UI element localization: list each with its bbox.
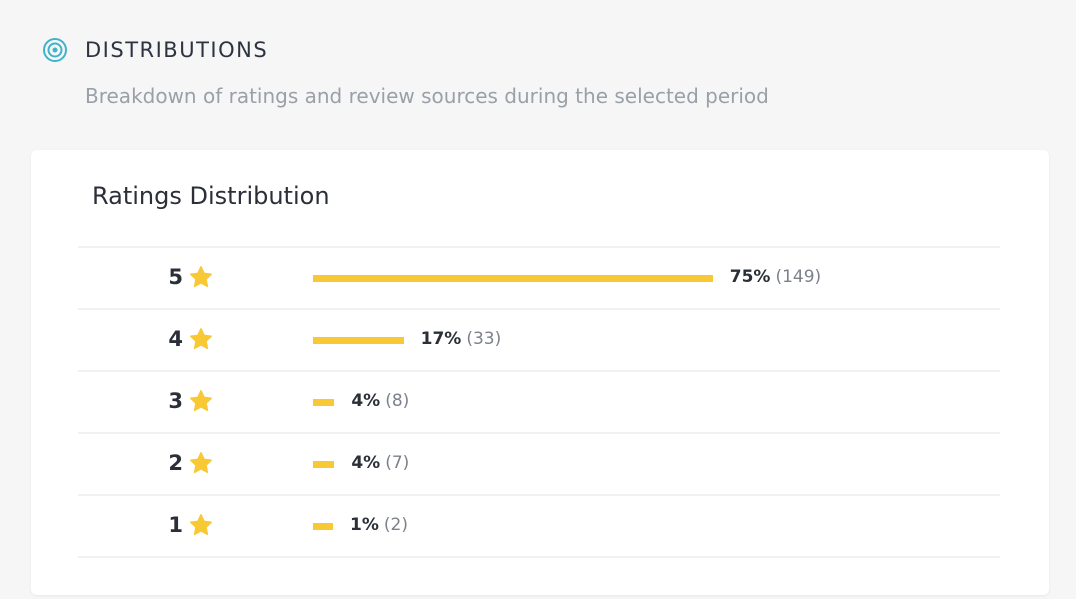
rating-number: 5	[168, 265, 183, 289]
row-separator	[78, 432, 1000, 434]
card: Ratings Distribution 5 75% (149) 4 17% (33) 3 4…	[31, 150, 1049, 595]
star-icon	[189, 327, 213, 351]
percent-label: 4%	[351, 453, 381, 473]
section-icon	[43, 38, 67, 62]
row-separator	[78, 556, 1000, 558]
count-label: (2)	[383, 515, 408, 535]
row-separator	[78, 494, 1000, 496]
bar	[313, 398, 335, 406]
star-icon	[189, 265, 213, 289]
card-title: Ratings Distribution	[92, 182, 330, 210]
section-title: DISTRIBUTIONS	[85, 38, 269, 62]
rating-number: 1	[168, 513, 183, 537]
rating-number: 4	[168, 327, 183, 351]
rating-number: 2	[168, 451, 183, 475]
count-label: (7)	[385, 453, 410, 473]
bar	[313, 336, 404, 344]
row-separator	[78, 246, 1000, 248]
bar-label: 17% (33)	[421, 329, 502, 349]
count-label: (149)	[775, 267, 822, 287]
bar	[313, 274, 713, 282]
bar-label: 1% (2)	[350, 515, 408, 535]
row-separator	[78, 370, 1000, 372]
bar	[313, 522, 333, 530]
bar-label: 75% (149)	[730, 267, 821, 287]
row-separator	[78, 308, 1000, 310]
star-icon	[189, 451, 213, 475]
bar-label: 4% (8)	[351, 391, 409, 411]
rating-number: 3	[168, 389, 183, 413]
star-icon	[189, 389, 213, 413]
bar	[313, 460, 335, 468]
count-label: (8)	[385, 391, 410, 411]
section-subtitle: Breakdown of ratings and review sources …	[85, 84, 769, 108]
percent-label: 1%	[350, 515, 379, 535]
percent-label: 4%	[351, 391, 381, 411]
percent-label: 75%	[729, 267, 771, 287]
bar-label: 4% (7)	[351, 453, 409, 473]
count-label: (33)	[466, 329, 502, 349]
percent-label: 17%	[420, 329, 462, 349]
star-icon	[189, 513, 213, 537]
